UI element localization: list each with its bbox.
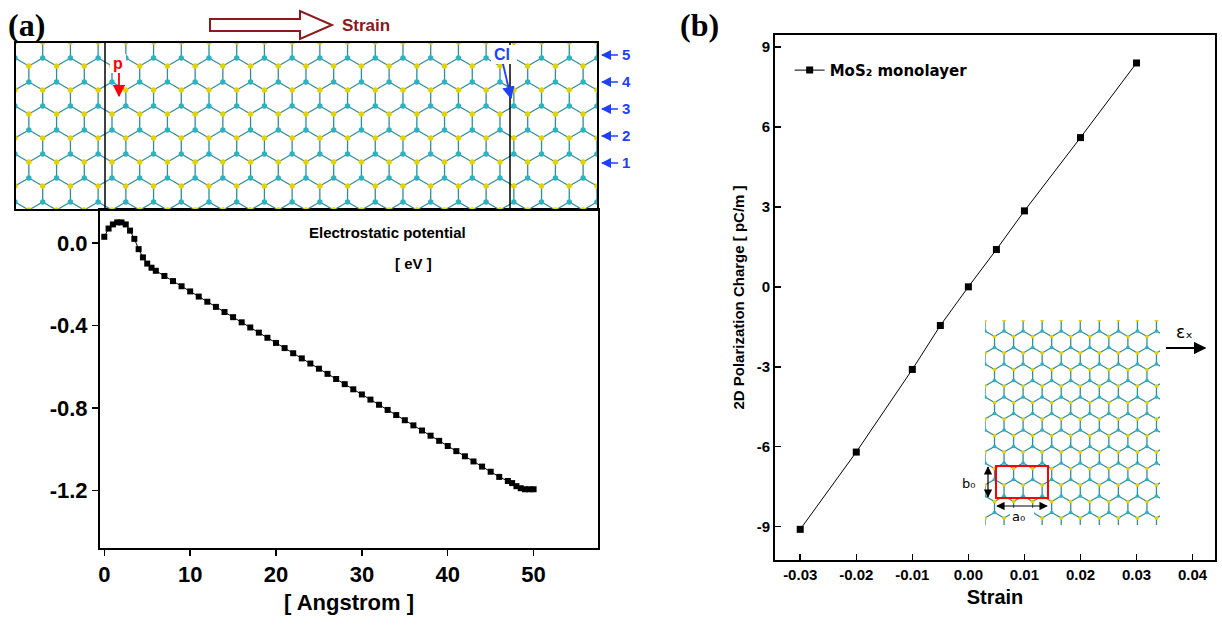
- svg-text:p: p: [113, 55, 123, 72]
- svg-text:b₀: b₀: [962, 476, 975, 491]
- svg-text:-0.8: -0.8: [50, 396, 88, 421]
- svg-text:MoS₂ monolayer: MoS₂ monolayer: [830, 62, 967, 80]
- svg-text:Strain: Strain: [967, 586, 1024, 608]
- svg-text:-0.4: -0.4: [50, 313, 89, 338]
- svg-text:0.04: 0.04: [1178, 566, 1208, 583]
- svg-text:-0.03: -0.03: [783, 566, 817, 583]
- svg-text:30: 30: [350, 562, 374, 587]
- svg-text:Strain: Strain: [342, 16, 390, 35]
- svg-text:50: 50: [521, 562, 545, 587]
- svg-text:0: 0: [98, 562, 110, 587]
- svg-text:0.01: 0.01: [1010, 566, 1039, 583]
- svg-text:3: 3: [622, 100, 630, 117]
- svg-text:10: 10: [178, 562, 202, 587]
- svg-text:0.00: 0.00: [954, 566, 983, 583]
- svg-text:Cl: Cl: [494, 46, 510, 63]
- svg-text:Electrostatic potential: Electrostatic potential: [309, 224, 466, 241]
- svg-text:2D Polarization Charge [ pC/m: 2D Polarization Charge [ pC/m ]: [730, 185, 747, 409]
- svg-text:(a): (a): [8, 7, 45, 43]
- svg-text:3: 3: [762, 198, 770, 215]
- svg-text:(b): (b): [680, 7, 719, 43]
- svg-text:εₓ: εₓ: [1176, 322, 1193, 342]
- svg-text:a₀: a₀: [1012, 509, 1025, 524]
- svg-text:-3: -3: [757, 358, 770, 375]
- svg-text:0.0: 0.0: [57, 231, 88, 256]
- svg-text:0: 0: [762, 278, 770, 295]
- svg-text:[ eV ]: [ eV ]: [395, 255, 432, 272]
- svg-text:9: 9: [762, 38, 770, 55]
- svg-text:[ Angstrom ]: [ Angstrom ]: [284, 590, 414, 615]
- svg-text:-0.02: -0.02: [839, 566, 873, 583]
- svg-text:-1.2: -1.2: [50, 478, 88, 503]
- svg-text:-6: -6: [757, 438, 770, 455]
- svg-text:20: 20: [264, 562, 288, 587]
- svg-text:1: 1: [622, 154, 630, 171]
- svg-text:4: 4: [622, 73, 631, 90]
- svg-text:-0.01: -0.01: [895, 566, 929, 583]
- svg-text:6: 6: [762, 118, 770, 135]
- svg-text:5: 5: [622, 46, 630, 63]
- svg-text:40: 40: [435, 562, 459, 587]
- svg-text:-9: -9: [757, 518, 770, 535]
- svg-text:0.03: 0.03: [1122, 566, 1151, 583]
- svg-text:2: 2: [622, 127, 630, 144]
- svg-text:0.02: 0.02: [1066, 566, 1095, 583]
